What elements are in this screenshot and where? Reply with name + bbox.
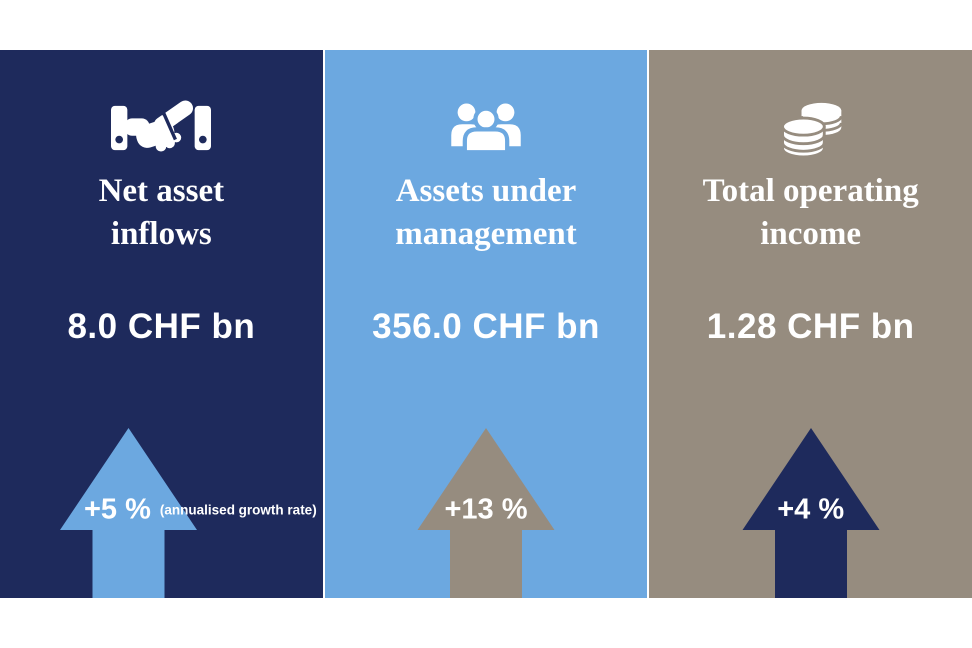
growth-label: +13 % [444,494,527,527]
title-line-1: Total operating [702,173,919,209]
growth-note: (annualised growth rate) [159,502,317,518]
metric-value: 8.0 CHF bn [67,307,256,346]
handshake-icon [111,100,212,152]
panel-title: Assets under management [395,170,576,256]
growth-percentage: +13 % [444,493,528,526]
icon-wrap [447,96,525,160]
growth-percentage: +4 % [777,493,845,526]
icon-wrap [775,96,847,160]
title-line-1: Net asset [98,173,225,209]
growth-label: +5 % (annualised growth rate) [84,494,317,527]
panel-total-operating-income: Total operating income 1.28 CHF bn +4 % [649,50,972,598]
up-arrow-icon [60,428,197,598]
kpi-panels: Net asset inflows 8.0 CHF bn +5 % (annua… [0,50,972,598]
up-arrow-icon [742,428,880,598]
growth-arrow-zone: +4 % [649,428,972,598]
people-icon [451,103,521,154]
growth-arrow-zone: +13 % [325,428,648,598]
metric-value: 356.0 CHF bn [372,307,600,346]
growth-label: +4 % [777,494,844,527]
title-line-1: Assets under [395,173,577,209]
coins-icon [780,102,843,158]
panel-title: Total operating income [703,170,919,256]
growth-arrow-zone: +5 % (annualised growth rate) [0,428,323,598]
up-arrow-icon [417,428,555,598]
title-line-2: inflows [110,216,212,252]
panel-net-asset-inflows: Net asset inflows 8.0 CHF bn +5 % (annua… [0,50,323,598]
title-line-2: management [395,216,577,252]
panel-title: Net asset inflows [99,170,225,256]
panel-assets-under-management: Assets under management 356.0 CHF bn +13… [324,50,648,598]
icon-wrap [111,96,212,160]
growth-percentage: +5 % [84,493,151,526]
title-line-2: income [760,216,862,252]
metric-value: 1.28 CHF bn [706,307,915,346]
